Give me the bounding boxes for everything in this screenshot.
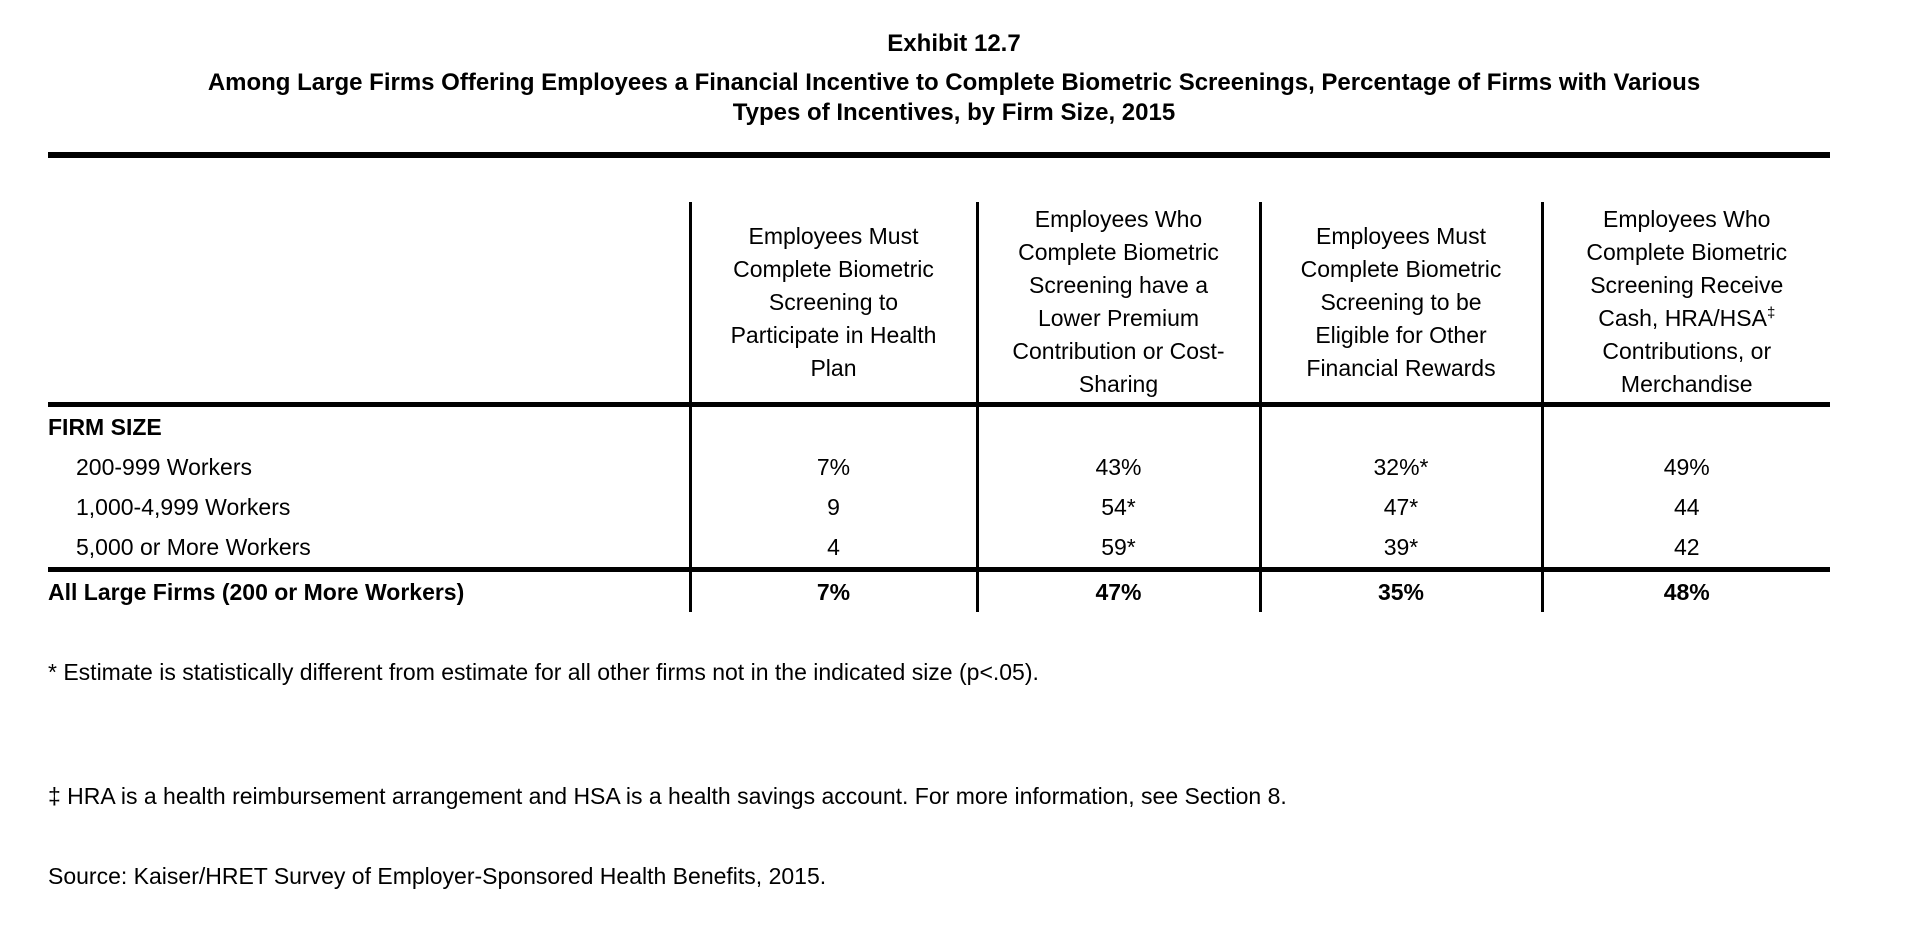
total-row-label: All Large Firms (200 or More Workers) xyxy=(48,578,465,605)
exhibit-number: Exhibit 12.7 xyxy=(887,30,1021,57)
column-header-cash-text-cont: Contributions, or Merchandise xyxy=(1602,338,1772,397)
value-cell: 47* xyxy=(1258,487,1542,527)
value-cell: 32%* xyxy=(1258,447,1542,487)
value-cell: 59* xyxy=(975,527,1260,572)
section-header-row: FIRM SIZE xyxy=(48,404,1830,447)
value-cell: 7% xyxy=(688,447,977,487)
source-citation: Source: Kaiser/HRET Survey of Employer-S… xyxy=(48,863,827,889)
corner-cell xyxy=(48,202,690,407)
footnote-hra-hsa-definition: ‡ HRA is a health reimbursement arrangem… xyxy=(48,783,1287,809)
table-header-row: Employees Must Complete Biometric Screen… xyxy=(48,202,1830,407)
row-label: 1,000-4,999 Workers xyxy=(76,493,291,520)
table-row-5000-or-more: 5,000 or More Workers 4 59* 39* 42 xyxy=(48,527,1830,572)
total-value-cell: 48% xyxy=(1540,569,1830,612)
column-header-participate-health-plan: Employees Must Complete Biometric Screen… xyxy=(688,202,977,407)
row-label: 5,000 or More Workers xyxy=(48,527,690,572)
double-dagger-superscript-icon: ‡ xyxy=(1766,304,1776,322)
column-header-cash-hra-hsa: Employees Who Complete Biometric Screeni… xyxy=(1540,202,1830,407)
footnote-statistical-significance: * Estimate is statistically different fr… xyxy=(48,659,1039,685)
exhibit-title: Among Large Firms Offering Employees a F… xyxy=(207,69,1701,126)
total-value-cell: 7% xyxy=(688,569,977,612)
table-row-1000-4999: 1,000-4,999 Workers 9 54* 47* 44 xyxy=(48,487,1830,527)
value-cell: 9 xyxy=(688,487,977,527)
column-header-other-financial-rewards: Employees Must Complete Biometric Screen… xyxy=(1258,202,1542,407)
empty-cell xyxy=(1258,404,1542,447)
table-row-all-large-firms: All Large Firms (200 or More Workers) 7%… xyxy=(48,569,1830,612)
value-cell: 4 xyxy=(688,527,977,572)
value-cell: 39* xyxy=(1258,527,1542,572)
value-cell: 43% xyxy=(975,447,1260,487)
total-value-cell: 47% xyxy=(975,569,1260,612)
value-cell: 54* xyxy=(975,487,1260,527)
total-value-cell: 35% xyxy=(1258,569,1542,612)
empty-cell xyxy=(975,404,1260,447)
empty-cell xyxy=(688,404,977,447)
value-cell: 42 xyxy=(1540,527,1830,572)
section-header-firm-size: FIRM SIZE xyxy=(48,413,162,440)
value-cell: 44 xyxy=(1540,487,1830,527)
table-row-200-999: 200-999 Workers 7% 43% 32%* 49% xyxy=(48,447,1830,487)
title-block: Exhibit 12.7 Among Large Firms Offering … xyxy=(0,0,1908,128)
title-divider-rule xyxy=(48,152,1830,158)
column-header-lower-premium: Employees Who Complete Biometric Screeni… xyxy=(975,202,1260,407)
column-header-cash-text: Employees Who Complete Biometric Screeni… xyxy=(1586,206,1788,331)
value-cell: 49% xyxy=(1540,447,1830,487)
row-label: 200-999 Workers xyxy=(76,453,252,480)
empty-cell xyxy=(1540,404,1830,447)
incentives-table: Employees Must Complete Biometric Screen… xyxy=(48,202,1830,612)
